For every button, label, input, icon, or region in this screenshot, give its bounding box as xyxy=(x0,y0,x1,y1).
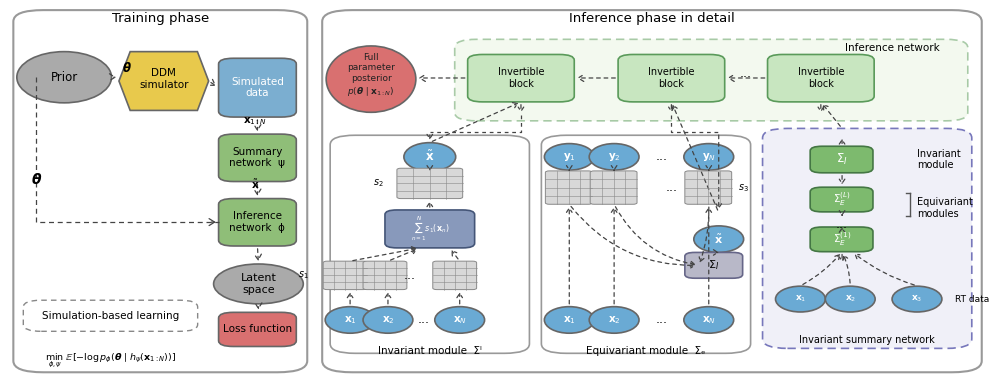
Text: Simulation-based learning: Simulation-based learning xyxy=(42,311,180,321)
Text: ...: ... xyxy=(740,67,752,80)
FancyBboxPatch shape xyxy=(541,135,751,353)
Text: $\mathbf{x}_1$: $\mathbf{x}_1$ xyxy=(344,314,356,326)
FancyBboxPatch shape xyxy=(685,171,732,204)
Text: $s_3$: $s_3$ xyxy=(738,182,749,194)
Text: ...: ... xyxy=(655,314,667,327)
Ellipse shape xyxy=(544,144,594,170)
FancyBboxPatch shape xyxy=(618,55,725,102)
Text: $\sum_{n=1}^{N} s_1(\mathbf{x}_n)$: $\sum_{n=1}^{N} s_1(\mathbf{x}_n)$ xyxy=(411,215,449,243)
Ellipse shape xyxy=(589,307,639,333)
Text: Invertible
block: Invertible block xyxy=(798,67,844,89)
Text: $\mathbf{x}_2$: $\mathbf{x}_2$ xyxy=(845,294,856,304)
Text: ...: ... xyxy=(836,218,848,231)
Text: Equivariant
modules: Equivariant modules xyxy=(917,197,973,219)
Ellipse shape xyxy=(325,307,375,333)
FancyBboxPatch shape xyxy=(219,58,296,117)
Text: $\tilde{\mathbf{x}}$: $\tilde{\mathbf{x}}$ xyxy=(714,233,723,246)
Text: $\mathbf{x}_2$: $\mathbf{x}_2$ xyxy=(382,314,394,326)
Ellipse shape xyxy=(363,307,413,333)
Text: $\tilde{\mathbf{x}}$: $\tilde{\mathbf{x}}$ xyxy=(425,150,434,164)
FancyBboxPatch shape xyxy=(323,261,367,290)
Text: ...: ... xyxy=(404,269,416,282)
Text: Loss function: Loss function xyxy=(223,324,292,334)
Text: Inference
network  ϕ: Inference network ϕ xyxy=(229,211,285,233)
FancyBboxPatch shape xyxy=(385,210,475,248)
Text: $\mathbf{y}_N$: $\mathbf{y}_N$ xyxy=(702,151,716,163)
Text: Invariant
module: Invariant module xyxy=(917,149,961,170)
FancyBboxPatch shape xyxy=(397,168,463,199)
Text: $\mathbf{y}_1$: $\mathbf{y}_1$ xyxy=(563,151,576,163)
FancyBboxPatch shape xyxy=(433,261,477,290)
Text: $\underset{\phi,\psi}{\min}\ \mathbb{E}[-\log p_\phi(\boldsymbol{\theta}\mid h_\: $\underset{\phi,\psi}{\min}\ \mathbb{E}[… xyxy=(45,352,177,370)
Text: $\mathbf{x}_1$: $\mathbf{x}_1$ xyxy=(795,294,806,304)
Text: $\mathbf{y}_2$: $\mathbf{y}_2$ xyxy=(608,151,620,163)
FancyBboxPatch shape xyxy=(763,128,972,348)
Ellipse shape xyxy=(684,307,734,333)
FancyBboxPatch shape xyxy=(455,39,968,121)
Ellipse shape xyxy=(892,286,942,312)
Text: $s_2$: $s_2$ xyxy=(373,178,383,189)
Text: Invariant summary network: Invariant summary network xyxy=(799,335,935,345)
FancyBboxPatch shape xyxy=(219,312,296,346)
FancyBboxPatch shape xyxy=(810,146,873,173)
Text: $\tilde{\mathbf{x}}$: $\tilde{\mathbf{x}}$ xyxy=(251,178,260,191)
Text: ...: ... xyxy=(665,181,677,194)
Text: $\Sigma_I$: $\Sigma_I$ xyxy=(708,259,719,272)
Ellipse shape xyxy=(435,307,485,333)
Ellipse shape xyxy=(825,286,875,312)
Text: Equivariant module  Σₑ: Equivariant module Σₑ xyxy=(586,346,706,356)
Text: Invertible
block: Invertible block xyxy=(648,67,695,89)
Text: Training phase: Training phase xyxy=(112,12,209,25)
Text: Latent
space: Latent space xyxy=(240,273,276,295)
Text: Summary
network  ψ: Summary network ψ xyxy=(229,147,285,168)
Text: Simulated
data: Simulated data xyxy=(231,77,284,98)
Text: $\boldsymbol{\theta}$: $\boldsymbol{\theta}$ xyxy=(31,172,42,187)
FancyBboxPatch shape xyxy=(322,10,982,372)
Text: Inference phase in detail: Inference phase in detail xyxy=(569,12,735,25)
Ellipse shape xyxy=(684,144,734,170)
Ellipse shape xyxy=(589,144,639,170)
Text: $\mathbf{x}_N$: $\mathbf{x}_N$ xyxy=(702,314,716,326)
Text: Invariant module  Σᴵ: Invariant module Σᴵ xyxy=(378,346,482,356)
FancyBboxPatch shape xyxy=(219,134,296,181)
Text: ...: ... xyxy=(655,151,667,163)
Text: RT data: RT data xyxy=(955,295,989,304)
Text: $\mathbf{x}_2$: $\mathbf{x}_2$ xyxy=(608,314,620,326)
Text: $\mathbf{x}_3$: $\mathbf{x}_3$ xyxy=(911,294,923,304)
Text: $\boldsymbol{\theta}$: $\boldsymbol{\theta}$ xyxy=(122,61,132,75)
Text: $s_1$: $s_1$ xyxy=(298,269,309,281)
Text: ...: ... xyxy=(418,314,430,327)
Ellipse shape xyxy=(544,307,594,333)
FancyBboxPatch shape xyxy=(330,135,529,353)
Text: $\Sigma_I$: $\Sigma_I$ xyxy=(836,152,848,167)
Text: Inference network: Inference network xyxy=(845,43,940,53)
FancyBboxPatch shape xyxy=(13,10,307,372)
Ellipse shape xyxy=(17,52,111,103)
Ellipse shape xyxy=(694,226,744,253)
FancyBboxPatch shape xyxy=(590,171,637,204)
Text: $\mathbf{x}_1$: $\mathbf{x}_1$ xyxy=(563,314,576,326)
Ellipse shape xyxy=(404,142,456,171)
Ellipse shape xyxy=(326,46,416,112)
FancyBboxPatch shape xyxy=(810,227,873,252)
Polygon shape xyxy=(119,52,209,110)
FancyBboxPatch shape xyxy=(23,300,198,331)
FancyBboxPatch shape xyxy=(685,253,743,278)
Ellipse shape xyxy=(776,286,825,312)
Text: $\mathbf{x}_N$: $\mathbf{x}_N$ xyxy=(453,314,467,326)
FancyBboxPatch shape xyxy=(810,187,873,212)
Ellipse shape xyxy=(214,264,303,304)
FancyBboxPatch shape xyxy=(363,261,407,290)
Text: Prior: Prior xyxy=(51,71,78,84)
FancyBboxPatch shape xyxy=(768,55,874,102)
Text: $\mathbf{x}_{1:N}$: $\mathbf{x}_{1:N}$ xyxy=(243,115,267,127)
FancyBboxPatch shape xyxy=(219,199,296,246)
Text: $\Sigma_E^{(L)}$: $\Sigma_E^{(L)}$ xyxy=(833,190,851,208)
Text: DDM
simulator: DDM simulator xyxy=(139,68,189,90)
FancyBboxPatch shape xyxy=(468,55,574,102)
Text: Full
parameter
posterior
$p(\boldsymbol{\theta}\mid\mathbf{x}_{1:N})$: Full parameter posterior $p(\boldsymbol{… xyxy=(347,53,395,98)
FancyBboxPatch shape xyxy=(545,171,592,204)
Text: $\Sigma_E^{(1)}$: $\Sigma_E^{(1)}$ xyxy=(833,230,851,248)
Text: Invertible
block: Invertible block xyxy=(498,67,544,89)
